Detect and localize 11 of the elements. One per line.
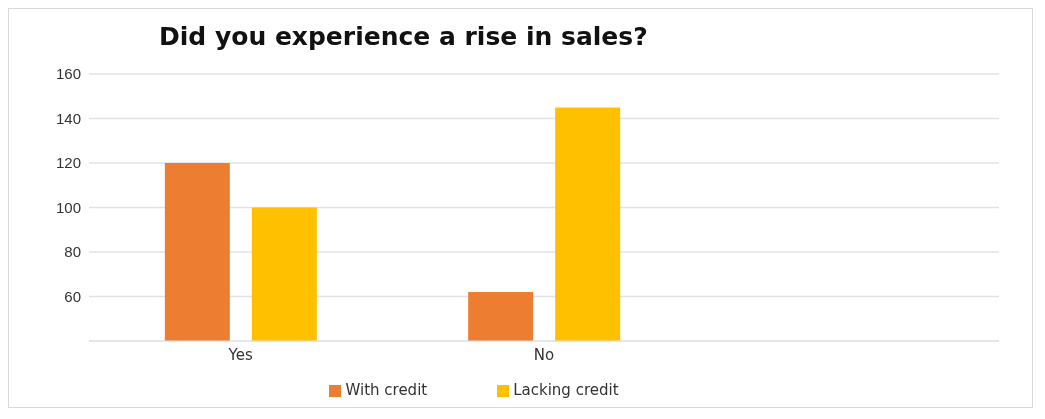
legend-label: With credit [345,381,428,399]
x-tick-label: Yes [227,345,253,364]
y-tick-label: 160 [55,65,81,83]
y-tick-label: 140 [55,109,81,127]
y-tick-label: 80 [64,243,81,261]
y-tick-label: 100 [55,198,81,216]
legend-label: Lacking credit [513,381,619,399]
chart-title: Did you experience a rise in sales? [158,21,649,53]
y-tick-label: 60 [64,287,81,305]
x-tick-label: No [533,345,555,364]
y-tick-label: 120 [55,154,81,172]
